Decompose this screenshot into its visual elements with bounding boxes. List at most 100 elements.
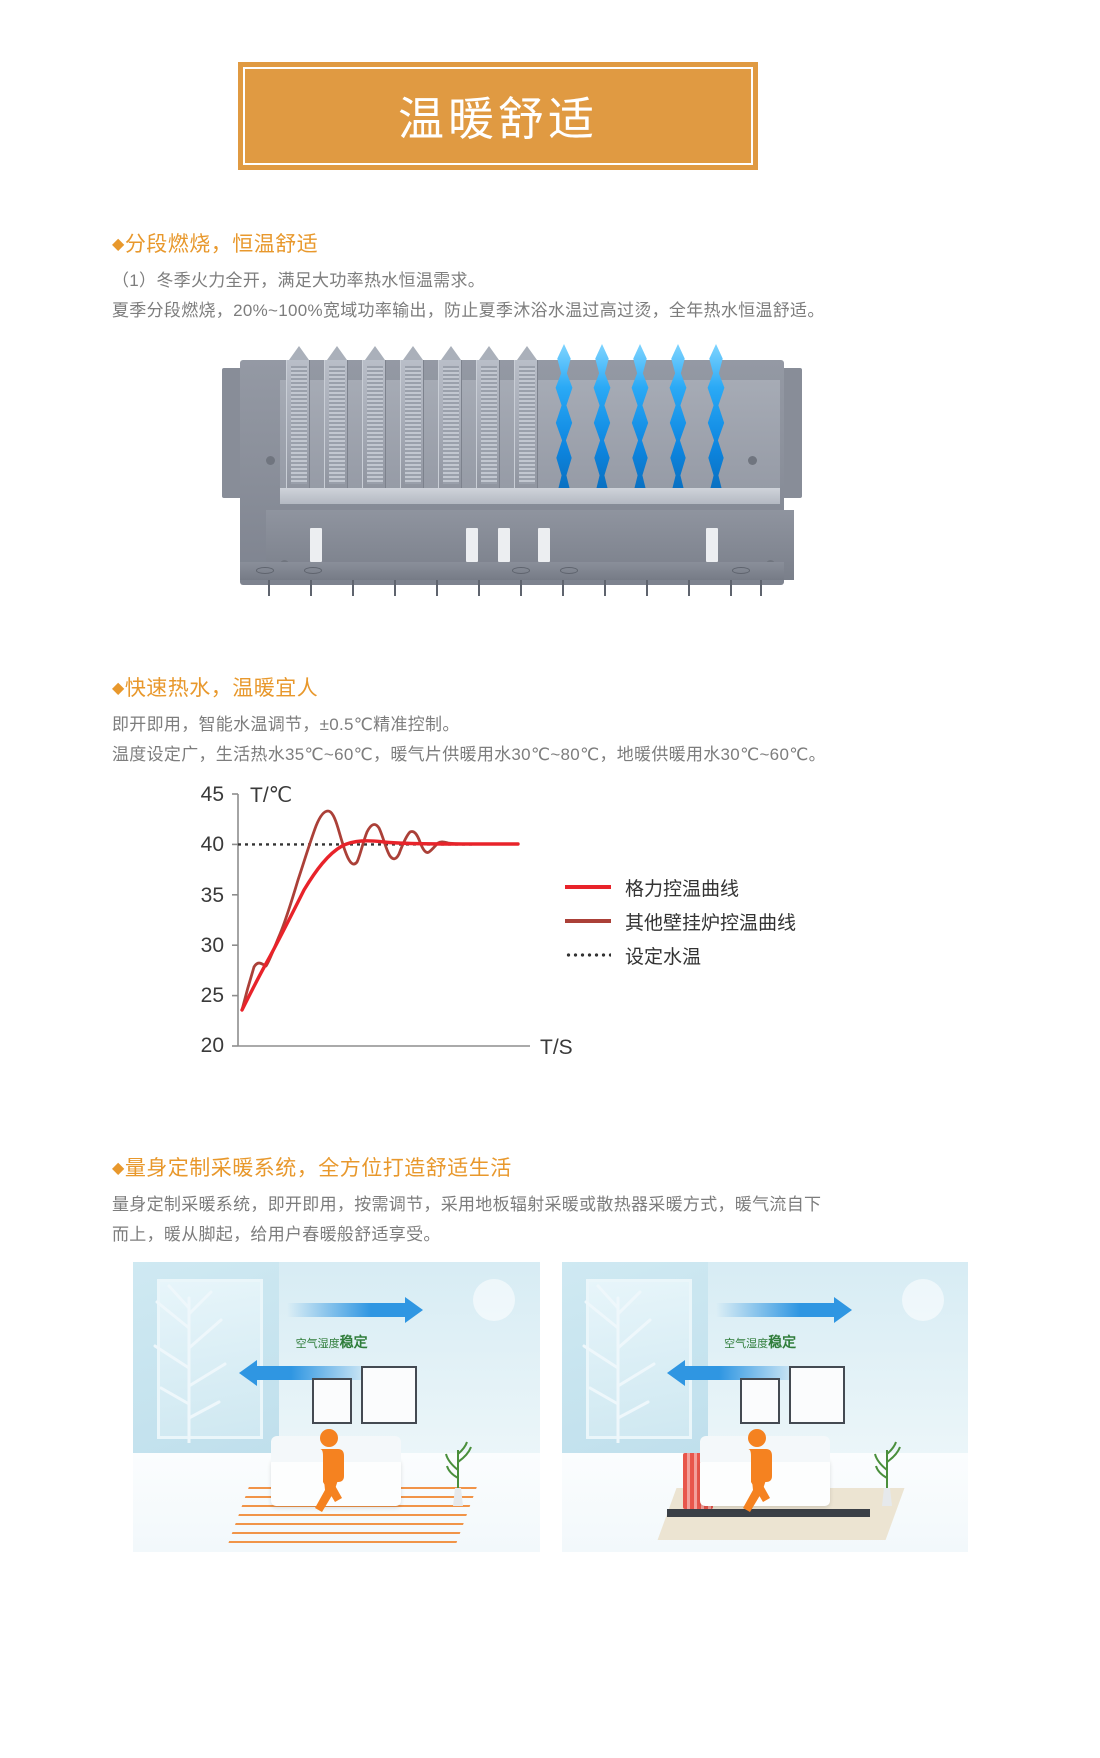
humidity-label-small: 空气湿度 <box>295 1337 340 1350</box>
heating-room-illustrations: 空气湿度稳定 <box>133 1262 968 1552</box>
section-3-heading: ◆量身定制采暖系统，全方位打造舒适生活 <box>0 1152 1100 1182</box>
person-silhouette-icon <box>743 1429 773 1513</box>
burner-fin <box>362 346 386 490</box>
plant-icon <box>445 1441 473 1506</box>
blue-flame-icon <box>593 344 611 490</box>
burner-fin <box>324 346 348 490</box>
plant-icon <box>873 1441 901 1506</box>
housing-slot <box>538 528 550 562</box>
light-glow <box>901 1279 944 1322</box>
blue-flame-icon <box>631 344 649 490</box>
section-custom-heating-system: ◆量身定制采暖系统，全方位打造舒适生活 量身定制采暖系统，即开即用，按需调节，采… <box>0 1152 1100 1250</box>
series-other-boiler <box>240 809 520 1012</box>
humidity-label-strong: 稳定 <box>768 1333 797 1350</box>
section-2-heading: ◆快速热水，温暖宜人 <box>0 672 1100 702</box>
y-tick-label: 30 <box>201 934 224 957</box>
legend-item-gree: 格力控温曲线 <box>565 870 796 904</box>
base-pin <box>688 580 690 596</box>
y-tick-label: 35 <box>201 884 224 907</box>
room-panel-floor-heating: 空气湿度稳定 <box>133 1262 540 1552</box>
blue-flame-icon <box>555 344 573 490</box>
banner-inner-border: 温暖舒适 <box>243 67 753 165</box>
section-1-line-2: 夏季分段燃烧，20%~100%宽域功率输出，防止夏季沐浴水温过高过烫，全年热水恒… <box>112 301 825 320</box>
burner-base-plate <box>240 562 784 596</box>
wall-picture-large <box>789 1366 846 1425</box>
burner-body <box>240 344 794 585</box>
chart-legend: 格力控温曲线 其他壁挂炉控温曲线 设定水温 <box>565 870 796 972</box>
base-pin <box>730 580 732 596</box>
section-sectional-burning: ◆分段燃烧，恒温舒适 （1）冬季火力全开，满足大功率热水恒温需求。 夏季分段燃烧… <box>0 228 1100 326</box>
burner-fin <box>476 346 500 490</box>
base-oval <box>256 567 274 574</box>
base-pin <box>646 580 648 596</box>
housing-slot <box>466 528 478 562</box>
y-tick-label: 25 <box>201 984 224 1007</box>
base-pin <box>562 580 564 596</box>
legend-label-gree: 格力控温曲线 <box>625 878 740 900</box>
airflow-arrow-right <box>287 1296 424 1323</box>
series-gree <box>240 839 520 1012</box>
legend-item-setpoint: 设定水温 <box>565 938 796 972</box>
section-3-line-1: 量身定制采暖系统，即开即用，按需调节，采用地板辐射采暖或散热器采暖方式，暖气流自… <box>112 1195 822 1244</box>
burner-fin <box>400 346 424 490</box>
base-pin <box>394 580 396 596</box>
housing-slot <box>706 528 718 562</box>
legend-item-other-boiler: 其他壁挂炉控温曲线 <box>565 904 796 938</box>
humidity-label-1: 空气湿度稳定 <box>296 1332 368 1352</box>
y-tick-label: 40 <box>201 833 224 856</box>
section-1-heading-text: 分段燃烧，恒温舒适 <box>124 233 319 256</box>
base-oval <box>304 567 322 574</box>
y-tick-label: 45 <box>201 783 224 806</box>
base-pin <box>604 580 606 596</box>
screw-icon <box>266 456 275 465</box>
section-1-line-1: （1）冬季火力全开，满足大功率热水恒温需求。 <box>112 271 486 290</box>
y-axis-label: T/℃ <box>250 784 292 807</box>
base-oval <box>560 567 578 574</box>
burner-mid-bar <box>280 488 780 504</box>
diamond-bullet-icon: ◆ <box>112 680 125 697</box>
page-title: 温暖舒适 <box>398 93 598 145</box>
housing-slot <box>310 528 322 562</box>
humidity-label-strong: 稳定 <box>339 1333 368 1350</box>
housing-slot <box>498 528 510 562</box>
base-oval <box>512 567 530 574</box>
burner-fin <box>286 346 310 490</box>
screw-icon <box>748 456 757 465</box>
legend-label-other-boiler: 其他壁挂炉控温曲线 <box>625 912 797 934</box>
airflow-arrow-left <box>667 1360 804 1387</box>
legend-swatch-setpoint <box>565 953 611 957</box>
tree-icon <box>582 1284 656 1443</box>
base-pin <box>520 580 522 596</box>
sectional-burner-figure <box>222 340 802 605</box>
humidity-label-small: 空气湿度 <box>724 1337 769 1350</box>
chart-svg: 20 25 30 35 40 45 T/℃ T/S <box>201 783 573 1059</box>
section-3-heading-text: 量身定制采暖系统，全方位打造舒适生活 <box>124 1157 512 1180</box>
temperature-control-chart: 20 25 30 35 40 45 T/℃ T/S 格力控温曲线 其他壁挂炉控温… <box>180 780 880 1080</box>
wall-picture-small <box>740 1378 781 1424</box>
base-pin <box>268 580 270 596</box>
humidity-label-2: 空气湿度稳定 <box>724 1332 796 1352</box>
section-1-heading: ◆分段燃烧，恒温舒适 <box>0 228 1100 258</box>
blue-flame-icon <box>669 344 687 490</box>
base-pin <box>436 580 438 596</box>
wall-picture-large <box>360 1366 417 1425</box>
blue-flame-icon <box>707 344 725 490</box>
burner-fin <box>514 346 538 490</box>
legend-swatch-gree <box>565 885 611 889</box>
base-pin <box>478 580 480 596</box>
light-glow <box>473 1279 516 1322</box>
tree-icon <box>153 1284 227 1443</box>
legend-swatch-other-boiler <box>565 919 611 923</box>
wall-picture-small <box>311 1378 352 1424</box>
legend-label-setpoint: 设定水温 <box>625 946 702 968</box>
base-pin <box>310 580 312 596</box>
base-oval <box>732 567 750 574</box>
person-silhouette-icon <box>314 1429 344 1513</box>
base-pin <box>760 580 762 596</box>
page-banner: 温暖舒适 <box>238 62 758 170</box>
section-2-line-1: 即开即用，智能水温调节，±0.5℃精准控制。 <box>112 715 460 734</box>
section-2-line-2: 温度设定广，生活热水35℃~60℃，暖气片供暖用水30℃~80℃，地暖供暖用水3… <box>112 745 826 764</box>
base-pin <box>352 580 354 596</box>
airflow-arrow-left <box>238 1360 375 1387</box>
diamond-bullet-icon: ◆ <box>112 1160 125 1177</box>
